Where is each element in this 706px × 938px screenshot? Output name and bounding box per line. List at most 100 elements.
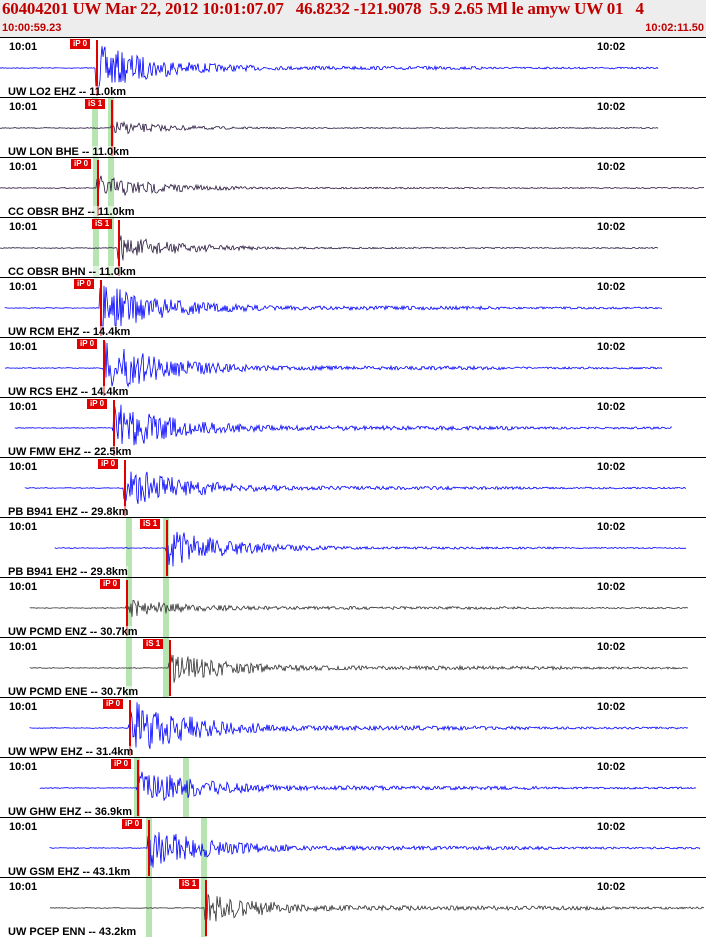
phase-pick-flag[interactable]: iS 1 xyxy=(140,519,161,529)
time-label-right: 10:02 xyxy=(597,821,626,833)
waveform-trace xyxy=(14,404,672,446)
time-label-left: 10:01 xyxy=(9,881,38,893)
seismogram-panel[interactable]: 10:01 10:02 iP 0 UW GHW EHZ -- 36.9km xyxy=(0,757,706,817)
phase-pick-flag[interactable]: iP 0 xyxy=(71,159,92,169)
time-label-left: 10:01 xyxy=(9,461,38,473)
phase-pick-flag[interactable]: iP 0 xyxy=(103,699,124,709)
waveform-trace xyxy=(54,531,687,567)
pick-window-marker xyxy=(163,638,169,697)
phase-pick-line[interactable] xyxy=(103,340,105,396)
time-label-right: 10:02 xyxy=(597,341,626,353)
phase-pick-flag[interactable]: iS 1 xyxy=(85,99,106,109)
time-label-left: 10:01 xyxy=(9,581,38,593)
phase-pick-line[interactable] xyxy=(118,220,120,276)
waveform-trace xyxy=(4,341,663,388)
seismogram-panel[interactable]: 10:01 10:02 iP 0 PB B941 EHZ -- 29.8km xyxy=(0,457,706,517)
time-label-right: 10:02 xyxy=(597,641,626,653)
seismogram-panels: 10:01 10:02 iP 0 UW LO2 EHZ -- 11.0km 10:01 1… xyxy=(0,37,706,938)
channel-label: PB B941 EH2 -- 29.8km xyxy=(8,566,128,577)
time-label-left: 10:01 xyxy=(9,641,38,653)
time-label-left: 10:01 xyxy=(9,701,38,713)
channel-label: UW RCM EHZ -- 14.4km xyxy=(8,326,131,337)
phase-pick-flag[interactable]: iP 0 xyxy=(111,759,132,769)
phase-pick-line[interactable] xyxy=(166,520,168,576)
waveform-plot xyxy=(39,771,697,801)
phase-pick-line[interactable] xyxy=(124,460,126,516)
channel-label: PB B941 EHZ -- 29.8km xyxy=(8,506,129,517)
phase-pick-line[interactable] xyxy=(113,400,115,456)
phase-pick-line[interactable] xyxy=(96,40,98,96)
waveform-trace xyxy=(0,235,659,261)
seismogram-panel[interactable]: 10:01 10:02 iS 1 CC OBSR BHN -- 11.0km xyxy=(0,217,706,277)
pick-window-marker xyxy=(201,818,207,877)
seismogram-panel[interactable]: 10:01 10:02 iP 0 UW FMW EHZ -- 22.5km xyxy=(0,397,706,457)
event-title: 60404201 UW Mar 22, 2012 10:01:07.07 46.… xyxy=(2,0,644,18)
window-start-time: 10:00:59.23 xyxy=(2,22,62,34)
phase-pick-flag[interactable]: iP 0 xyxy=(70,39,91,49)
time-label-left: 10:01 xyxy=(9,821,38,833)
waveform-plot xyxy=(49,894,705,922)
phase-pick-flag[interactable]: iP 0 xyxy=(98,459,119,469)
phase-pick-line[interactable] xyxy=(111,100,113,156)
phase-pick-line[interactable] xyxy=(126,580,128,636)
waveform-trace xyxy=(49,832,701,868)
phase-pick-line[interactable] xyxy=(205,880,207,936)
seismogram-panel[interactable]: 10:01 10:02 iP 0 UW RCM EHZ -- 14.4km xyxy=(0,277,706,337)
waveform-trace xyxy=(0,46,659,88)
phase-pick-flag[interactable]: iP 0 xyxy=(74,279,95,289)
phase-pick-line[interactable] xyxy=(100,280,102,336)
waveform-trace xyxy=(29,600,689,617)
seismogram-panel[interactable]: 10:01 10:02 iP 0 UW LO2 EHZ -- 11.0km xyxy=(0,37,706,97)
seismogram-panel[interactable]: 10:01 10:02 iP 0 CC OBSR BHZ -- 11.0km xyxy=(0,157,706,217)
time-label-left: 10:01 xyxy=(9,41,38,53)
time-label-right: 10:02 xyxy=(597,41,626,53)
waveform-trace xyxy=(39,771,697,801)
phase-pick-line[interactable] xyxy=(148,820,150,876)
channel-label: UW LON BHE -- 11.0km xyxy=(8,146,130,157)
pick-window-marker xyxy=(163,578,169,637)
phase-pick-flag[interactable]: iS 1 xyxy=(179,879,200,889)
phase-pick-line[interactable] xyxy=(169,640,171,696)
seismogram-panel[interactable]: 10:01 10:02 iP 0 UW PCMD ENZ -- 30.7km xyxy=(0,577,706,637)
channel-label: UW RCS EHZ -- 14.4km xyxy=(8,386,129,397)
phase-pick-line[interactable] xyxy=(137,760,139,816)
seismogram-panel[interactable]: 10:01 10:02 iS 1 UW PCEP ENN -- 43.2km xyxy=(0,877,706,937)
phase-pick-line[interactable] xyxy=(129,700,131,756)
waveform-plot xyxy=(54,531,687,567)
phase-pick-flag[interactable]: iS 1 xyxy=(92,219,113,229)
time-label-right: 10:02 xyxy=(597,581,626,593)
phase-pick-flag[interactable]: iS 1 xyxy=(143,639,164,649)
seismogram-panel[interactable]: 10:01 10:02 iS 1 PB B941 EH2 -- 29.8km xyxy=(0,517,706,577)
time-label-left: 10:01 xyxy=(9,101,38,113)
seismogram-panel[interactable]: 10:01 10:02 iS 1 UW PCMD ENE -- 30.7km xyxy=(0,637,706,697)
waveform-trace xyxy=(24,471,687,504)
phase-pick-flag[interactable]: iP 0 xyxy=(77,339,98,349)
window-end-time: 10:02:11.50 xyxy=(645,22,704,34)
waveform-plot xyxy=(24,471,687,504)
time-label-right: 10:02 xyxy=(597,161,626,173)
waveform-plot xyxy=(0,235,659,261)
waveform-plot xyxy=(29,654,689,683)
waveform-plot xyxy=(29,702,689,749)
phase-pick-flag[interactable]: iP 0 xyxy=(87,399,108,409)
phase-pick-flag[interactable]: iP 0 xyxy=(100,579,121,589)
time-label-left: 10:01 xyxy=(9,521,38,533)
seismogram-panel[interactable]: 10:01 10:02 iP 0 UW GSM EHZ -- 43.1km xyxy=(0,817,706,877)
waveform-plot xyxy=(49,832,701,868)
time-label-left: 10:01 xyxy=(9,221,38,233)
waveform-plot xyxy=(4,285,663,331)
seismogram-panel[interactable]: 10:01 10:02 iS 1 UW LON BHE -- 11.0km xyxy=(0,97,706,157)
phase-pick-line[interactable] xyxy=(97,160,99,216)
waveform-trace xyxy=(4,285,663,331)
channel-label: UW PCMD ENE -- 30.7km xyxy=(8,686,139,697)
waveform-plot xyxy=(0,120,659,135)
seismogram-panel[interactable]: 10:01 10:02 iP 0 UW WPW EHZ -- 31.4km xyxy=(0,697,706,757)
time-label-left: 10:01 xyxy=(9,761,38,773)
channel-label: UW PCEP ENN -- 43.2km xyxy=(8,926,137,937)
phase-pick-flag[interactable]: iP 0 xyxy=(122,819,143,829)
channel-label: CC OBSR BHN -- 11.0km xyxy=(8,266,136,277)
seismogram-panel[interactable]: 10:01 10:02 iP 0 UW RCS EHZ -- 14.4km xyxy=(0,337,706,397)
time-label-right: 10:02 xyxy=(597,521,626,533)
waveform-trace xyxy=(0,120,659,135)
time-label-left: 10:01 xyxy=(9,401,38,413)
